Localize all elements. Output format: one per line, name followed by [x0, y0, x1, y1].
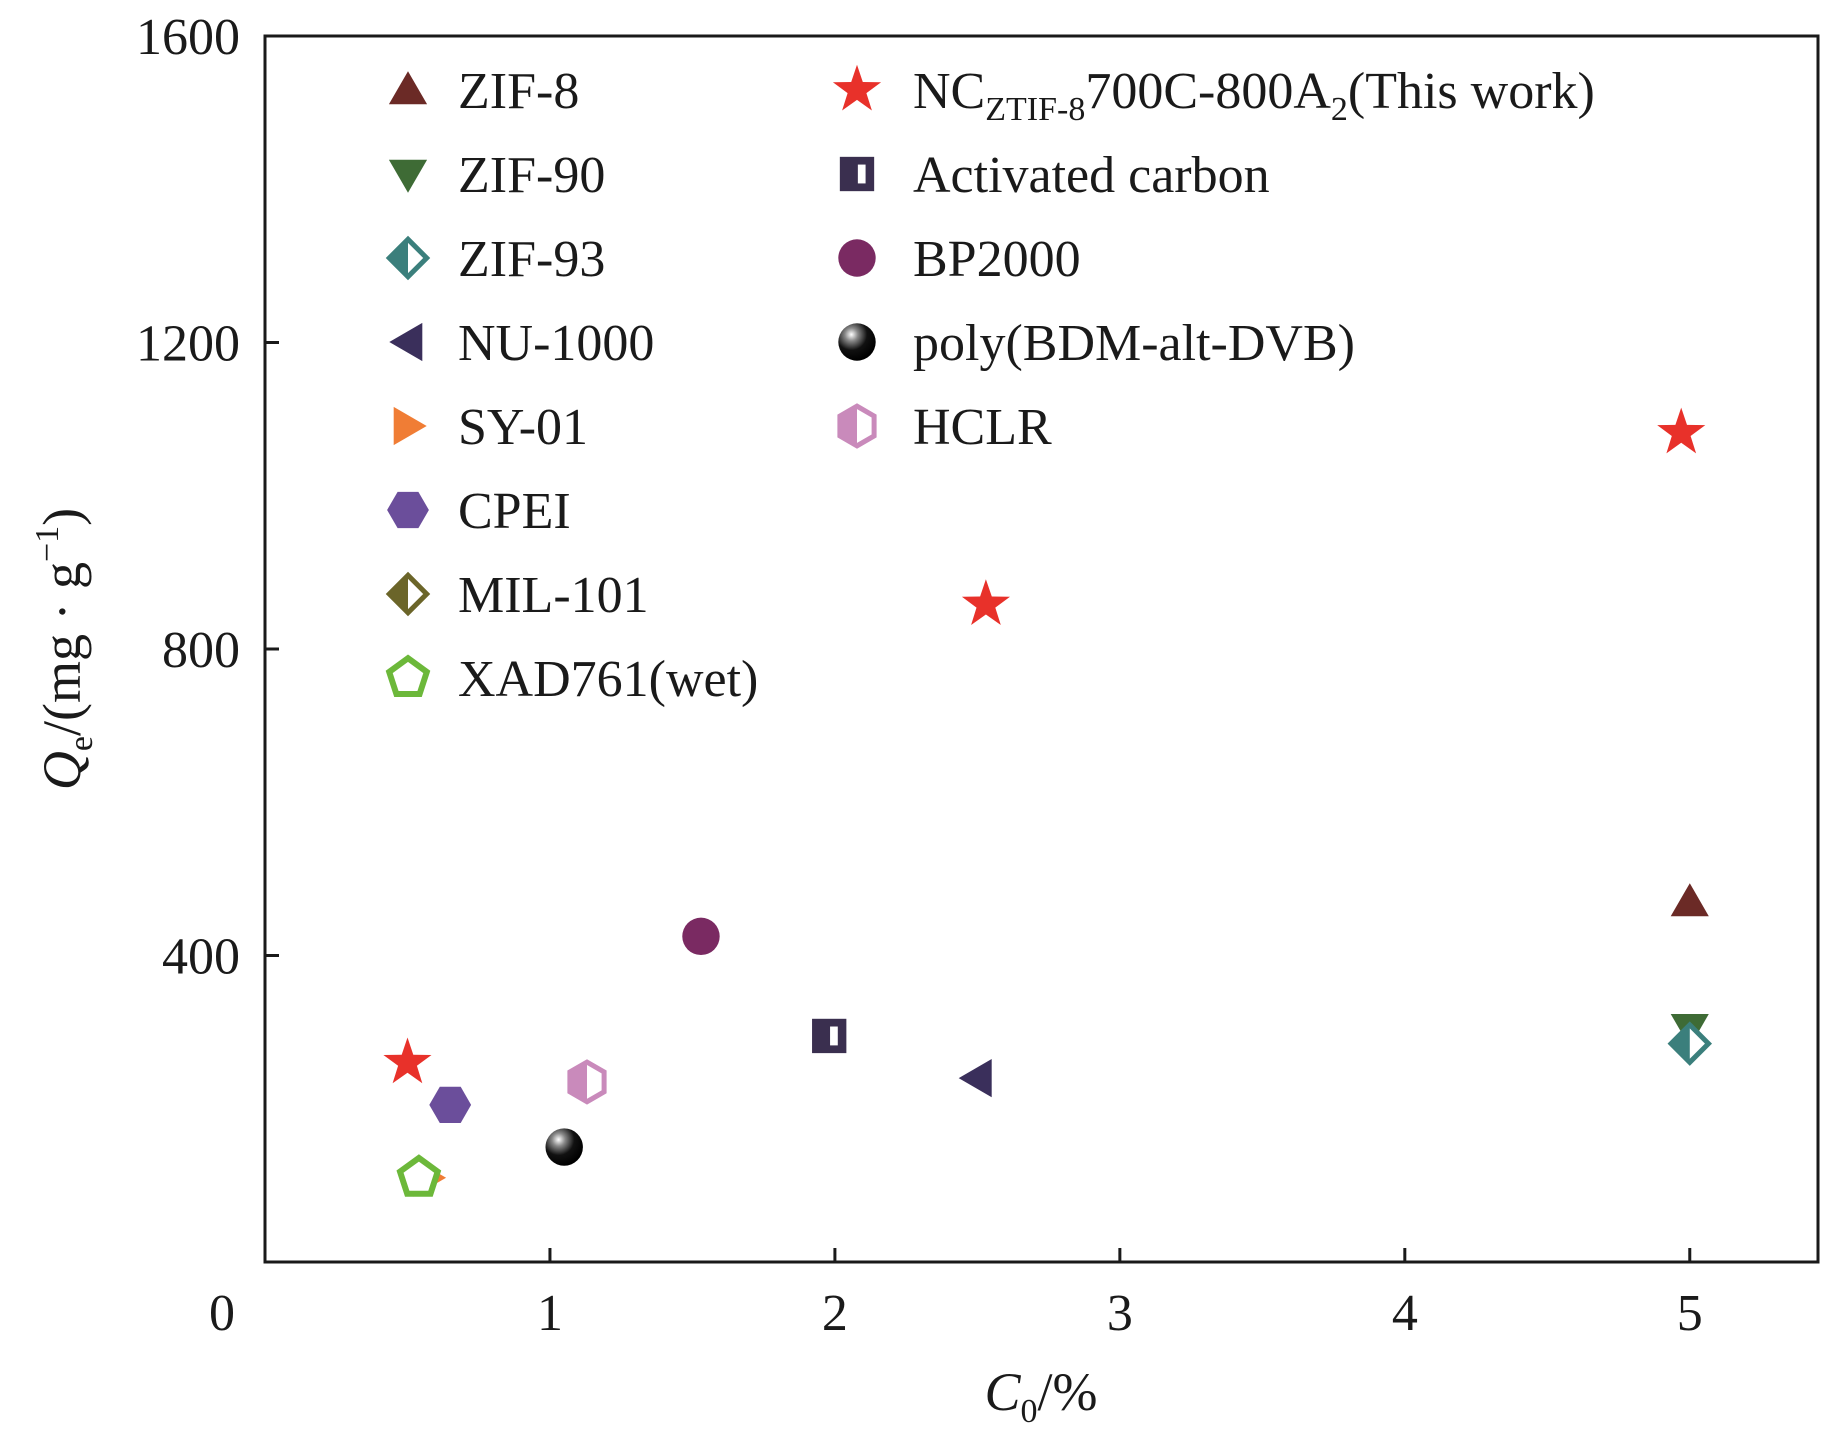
x-tick-label: 0 [209, 1285, 235, 1342]
x-tick-label: 4 [1392, 1285, 1418, 1342]
legend-marker-MIL-101 [385, 571, 431, 617]
y-tick-label: 1200 [136, 316, 240, 373]
point-NCZTIF-8700C-800A2(This work) [383, 1037, 432, 1084]
legend-label: ZIF-90 [458, 147, 605, 204]
point-ZIF-8 [1670, 883, 1709, 917]
legend-marker-NCZTIF-8700C-800A2(This work) [832, 64, 882, 111]
legend-label: poly(BDM-alt-DVB) [913, 315, 1355, 372]
legend-marker-XAD761(wet) [385, 654, 431, 697]
legend-label: CPEI [458, 483, 571, 540]
point-ZIF-93 [1667, 1021, 1713, 1066]
legend-label: ZIF-93 [458, 231, 605, 288]
legend: ZIF-8 ZIF-90 ZIF-93 NU-1000 SY-01 CPEI MIL-101… [385, 63, 1595, 708]
legend-marker-ZIF-93 [385, 235, 431, 281]
legend-marker-HCLR [837, 403, 877, 449]
y-tick-label: 800 [162, 622, 240, 679]
legend-marker-ZIF-8 [388, 71, 428, 105]
legend-marker-poly(BDM-alt-DVB) [838, 323, 876, 361]
y-tick-label: 1600 [136, 9, 240, 66]
legend-label: NU-1000 [458, 315, 654, 372]
point-HCLR [567, 1059, 607, 1105]
legend-marker-ZIF-90 [388, 159, 428, 193]
point-CPEI [429, 1086, 472, 1123]
legend-label: BP2000 [913, 231, 1081, 288]
axis-ticks: 012345040080012001600 [136, 9, 1703, 1342]
point-NCZTIF-8700C-800A2(This work) [961, 579, 1010, 625]
data-points [383, 407, 1713, 1197]
y-tick-label: 400 [162, 929, 240, 986]
legend-label: MIL-101 [458, 567, 649, 624]
legend-label: SY-01 [458, 399, 588, 456]
point-XAD761(wet) [396, 1154, 442, 1197]
legend-label: Activated carbon [913, 147, 1270, 204]
plot-frame [263, 34, 1820, 1264]
x-tick-label: 1 [537, 1285, 563, 1342]
y-axis-title: Qe/(mg · g−1) [29, 508, 100, 790]
x-tick-label: 5 [1677, 1285, 1703, 1342]
point-NU-1000 [958, 1059, 992, 1098]
legend-marker-BP2000 [838, 239, 876, 277]
legend-marker-SY-01 [393, 406, 427, 446]
legend-label: XAD761(wet) [458, 651, 758, 708]
legend-label: HCLR [913, 399, 1052, 456]
legend-marker-NU-1000 [389, 322, 423, 362]
point-Activated carbon [812, 1018, 847, 1054]
legend-label: ZIF-8 [458, 63, 579, 120]
x-tick-label: 2 [822, 1285, 848, 1342]
point-NCZTIF-8700C-800A2(This work) [1657, 407, 1706, 454]
x-tick-label: 3 [1107, 1285, 1133, 1342]
legend-marker-Activated carbon [839, 156, 875, 192]
point-poly(BDM-alt-DVB) [545, 1128, 583, 1166]
legend-marker-CPEI [387, 491, 429, 529]
x-axis-title: C0/% [984, 1362, 1097, 1430]
legend-label: NCZTIF-8700C-800A2(This work) [913, 63, 1595, 128]
point-BP2000 [682, 917, 720, 956]
